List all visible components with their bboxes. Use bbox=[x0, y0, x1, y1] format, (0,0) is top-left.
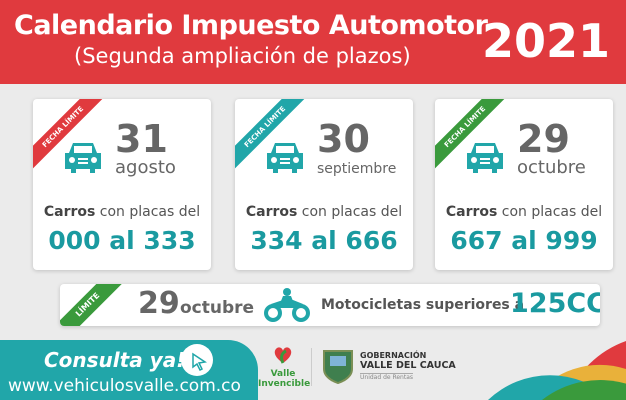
limit-ribbon: LÍMITE bbox=[60, 284, 130, 326]
deadline-card: FECHA LÍMITE 30 septiembre Carros con pl… bbox=[235, 99, 413, 270]
deadline-month: septiembre bbox=[317, 161, 397, 177]
deadline-month: agosto bbox=[115, 157, 176, 178]
moto-month: octubre bbox=[180, 298, 255, 318]
consult-banner: Consulta ya! www.vehiculosvalle.com.co bbox=[0, 340, 258, 400]
deadline-day: 30 bbox=[317, 117, 370, 161]
motorcycle-deadline: LÍMITE 29 octubre Motocicletas superiore… bbox=[60, 284, 600, 326]
plates-label: Carros con placas del bbox=[445, 204, 603, 220]
plate-range: 667 al 999 bbox=[450, 226, 598, 255]
moto-text: Motocicletas superiores a bbox=[321, 297, 525, 313]
deadline-day: 31 bbox=[115, 117, 168, 161]
page-subtitle: (Segunda ampliación de plazos) bbox=[74, 44, 411, 68]
deadline-month: octubre bbox=[517, 157, 586, 178]
car-icon bbox=[467, 143, 503, 173]
gobernacion-logo: GOBERNACIÓN VALLE DEL CAUCA Unidad de Re… bbox=[320, 347, 456, 389]
moto-cc: 125CC bbox=[510, 288, 600, 319]
coat-of-arms-icon bbox=[323, 350, 353, 385]
plates-label: Carros con placas del bbox=[245, 204, 403, 220]
green-arc bbox=[542, 380, 626, 400]
car-icon bbox=[65, 143, 101, 173]
page-title: Calendario Impuesto Automotor bbox=[14, 10, 488, 41]
click-cursor-icon bbox=[181, 344, 213, 376]
deadline-day: 29 bbox=[517, 117, 570, 161]
deadline-card: FECHA LÍMITE 31 agosto Carros con placas… bbox=[33, 99, 211, 270]
plate-range: 334 al 666 bbox=[250, 226, 398, 255]
plates-label: Carros con placas del bbox=[43, 204, 201, 220]
website-link[interactable]: www.vehiculosvalle.com.co bbox=[8, 376, 241, 396]
header: Calendario Impuesto Automotor (Segunda a… bbox=[0, 0, 626, 84]
motorcycle-icon bbox=[264, 288, 310, 322]
valle-invencible-logo: Valle Invencible bbox=[258, 345, 310, 389]
car-icon bbox=[267, 143, 303, 173]
divider bbox=[311, 348, 312, 386]
decorative-arcs bbox=[488, 341, 626, 400]
heart-logo-icon bbox=[274, 347, 292, 364]
plate-range: 000 al 333 bbox=[48, 226, 196, 255]
year: 2021 bbox=[481, 14, 610, 68]
moto-day: 29 bbox=[138, 286, 180, 321]
cta-text: Consulta ya! bbox=[44, 348, 186, 372]
deadline-card: FECHA LÍMITE 29 octubre Carros con placa… bbox=[435, 99, 613, 270]
